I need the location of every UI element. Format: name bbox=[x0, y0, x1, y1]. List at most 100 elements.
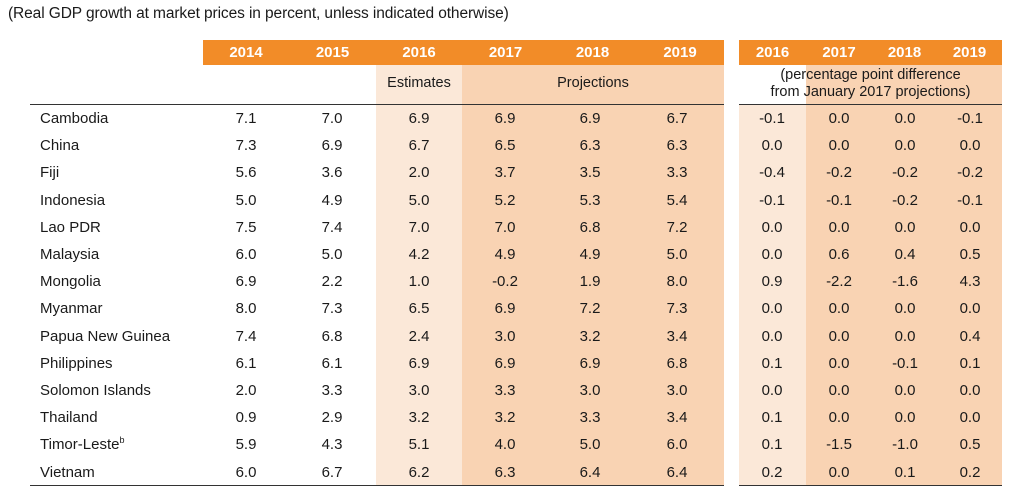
table-row: Mongolia 6.9 2.2 1.0 -0.2 1.9 8.0 0.9 -2.2 -1.6 4.… bbox=[0, 268, 1024, 295]
growth-value-2016: 7.0 bbox=[408, 218, 430, 236]
growth-value-2015: 5.0 bbox=[321, 246, 343, 263]
header-rule-diff bbox=[739, 104, 1002, 105]
growth-value-2016: 2.0 bbox=[408, 164, 430, 182]
country-name: Indonesia bbox=[40, 187, 210, 214]
bottom-rule-main bbox=[30, 485, 724, 486]
diff-value-2019: -0.2 bbox=[957, 164, 983, 182]
table-row: Indonesia 5.0 4.9 5.0 5.2 5.3 5.4 -0.1 -0.1 -0.2 -… bbox=[0, 187, 1024, 214]
growth-value-2014: 7.4 bbox=[235, 327, 257, 345]
growth-value-2019: 3.4 bbox=[666, 327, 688, 345]
country-name-text: Malaysia bbox=[40, 246, 100, 263]
country-name-text: China bbox=[40, 137, 80, 155]
growth-value-2015: 7.4 bbox=[321, 218, 343, 236]
estimates-shading bbox=[376, 65, 462, 485]
table-row: Cambodia 7.1 7.0 6.9 6.9 6.9 6.7 -0.1 0.0 0.0 -0.1 bbox=[0, 105, 1024, 132]
country-name: Philippines bbox=[40, 350, 210, 377]
diff-value-2017: -2.2 bbox=[826, 273, 852, 291]
diff-value-2016: 0.1 bbox=[761, 354, 783, 372]
country-name-text: Timor-Leste bbox=[40, 436, 120, 454]
growth-value-2014: 6.0 bbox=[235, 463, 257, 481]
table-row: Solomon Islands 2.0 3.3 3.0 3.3 3.0 3.0 0.0 0.0 0… bbox=[0, 377, 1024, 404]
table-row: Lao PDR 7.5 7.4 7.0 7.0 6.8 7.2 0.0 0.0 0.0 0.0 bbox=[0, 214, 1024, 241]
growth-value-2016: 6.2 bbox=[408, 463, 430, 481]
growth-value-2016: 3.0 bbox=[408, 382, 430, 399]
diff-value-2018: -0.2 bbox=[892, 191, 918, 209]
diff-value-2016: 0.1 bbox=[761, 409, 783, 427]
diff-value-2016: -0.1 bbox=[759, 110, 785, 127]
diff-value-2019: 0.0 bbox=[959, 409, 981, 427]
country-name-text: Philippines bbox=[40, 354, 113, 372]
diff-value-2019: 0.0 bbox=[959, 300, 981, 318]
country-name: Solomon Islands bbox=[40, 377, 210, 404]
growth-value-2017: 4.0 bbox=[494, 436, 516, 454]
growth-value-2015: 7.0 bbox=[321, 110, 343, 127]
country-name-text: Myanmar bbox=[40, 300, 103, 318]
diff-value-2018: 0.4 bbox=[894, 246, 916, 263]
country-name-text: Vietnam bbox=[40, 463, 95, 481]
growth-value-2017: 6.9 bbox=[494, 110, 516, 127]
diff-value-2018: 0.0 bbox=[894, 300, 916, 318]
table-caption: (Real GDP growth at market prices in per… bbox=[8, 5, 509, 22]
country-name: Thailand bbox=[40, 404, 210, 431]
growth-value-2016: 5.1 bbox=[408, 436, 430, 454]
growth-value-2016: 1.0 bbox=[408, 273, 430, 291]
growth-value-2018: 7.2 bbox=[579, 300, 601, 318]
table-row: Philippines 6.1 6.1 6.9 6.9 6.9 6.8 0.1 0.0 -0.1 0… bbox=[0, 350, 1024, 377]
country-name-text: Thailand bbox=[40, 409, 98, 427]
diff-value-2019: -0.1 bbox=[957, 110, 983, 127]
diff-value-2017: 0.0 bbox=[828, 354, 850, 372]
projections-label: Projections bbox=[557, 75, 629, 91]
diff-value-2017: 0.0 bbox=[828, 327, 850, 345]
growth-value-2014: 7.5 bbox=[235, 218, 257, 236]
country-name: Lao PDR bbox=[40, 214, 210, 241]
growth-value-2014: 6.9 bbox=[235, 273, 257, 291]
growth-value-2016: 6.5 bbox=[408, 300, 430, 318]
diff-value-2017: 0.0 bbox=[828, 409, 850, 427]
diff-value-2017: 0.0 bbox=[828, 110, 850, 127]
diff-value-2016: 0.0 bbox=[761, 382, 783, 399]
growth-value-2015: 2.9 bbox=[321, 409, 343, 427]
year-header-2017: 2017 bbox=[488, 44, 523, 61]
country-name: Cambodia bbox=[40, 105, 210, 132]
growth-value-2018: 3.5 bbox=[579, 164, 601, 182]
diff-value-2019: 4.3 bbox=[959, 273, 981, 291]
growth-value-2016: 6.9 bbox=[408, 354, 430, 372]
growth-value-2019: 3.4 bbox=[666, 409, 688, 427]
bottom-rule-diff bbox=[739, 485, 1002, 486]
growth-value-2019: 6.8 bbox=[666, 354, 688, 372]
growth-value-2017: 6.3 bbox=[494, 463, 516, 481]
country-name: Myanmar bbox=[40, 295, 210, 322]
growth-value-2014: 5.9 bbox=[235, 436, 257, 454]
diff-projections-shading bbox=[806, 65, 1002, 485]
diff-value-2018: -1.0 bbox=[892, 436, 918, 454]
country-name-text: Mongolia bbox=[40, 273, 101, 291]
diff-value-2016: 0.0 bbox=[761, 246, 783, 263]
growth-value-2015: 4.9 bbox=[321, 191, 343, 209]
growth-value-2018: 6.8 bbox=[579, 218, 601, 236]
growth-value-2018: 3.0 bbox=[579, 382, 601, 399]
diff-value-2019: 0.4 bbox=[959, 327, 981, 345]
growth-value-2017: 3.7 bbox=[494, 164, 516, 182]
diff-year-header-2018: 2018 bbox=[887, 44, 922, 61]
growth-value-2015: 4.3 bbox=[321, 436, 343, 454]
diff-value-2019: 0.0 bbox=[959, 382, 981, 399]
table-row: Thailand 0.9 2.9 3.2 3.2 3.3 3.4 0.1 0.0 0.0 0.0 bbox=[0, 404, 1024, 431]
country-name: Fiji bbox=[40, 159, 210, 186]
diff-year-header-2019: 2019 bbox=[952, 44, 987, 61]
growth-value-2016: 5.0 bbox=[408, 191, 430, 209]
diff-value-2016: 0.1 bbox=[761, 436, 783, 454]
year-header-2019: 2019 bbox=[663, 44, 697, 61]
growth-value-2018: 5.3 bbox=[579, 191, 601, 209]
footnote-marker: b bbox=[119, 435, 125, 446]
growth-value-2017: 5.2 bbox=[494, 191, 516, 209]
growth-value-2014: 7.3 bbox=[235, 137, 257, 155]
growth-value-2016: 6.9 bbox=[408, 110, 430, 127]
diff-value-2016: 0.2 bbox=[761, 463, 783, 481]
diff-year-header-2017: 2017 bbox=[822, 44, 856, 61]
diff-value-2019: 0.5 bbox=[959, 436, 981, 454]
country-name: Mongolia bbox=[40, 268, 210, 295]
diff-header-bar: 2016 2017 2018 2019 bbox=[739, 40, 1002, 65]
growth-value-2016: 4.2 bbox=[408, 246, 430, 263]
table-row: Vietnam 6.0 6.7 6.2 6.3 6.4 6.4 0.2 0.0 0.1 0.2 bbox=[0, 459, 1024, 486]
growth-value-2014: 6.1 bbox=[235, 354, 257, 372]
